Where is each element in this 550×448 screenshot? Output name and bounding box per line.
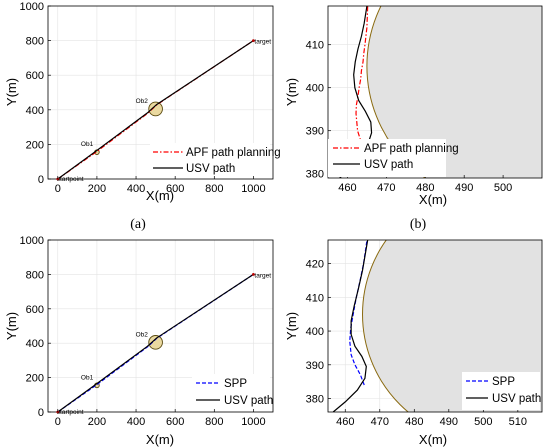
panel-d-ylabel: Y(m) (284, 312, 299, 340)
y-tick-label: 390 (306, 126, 324, 138)
x-tick-label: 460 (336, 416, 354, 428)
y-tick-label: 380 (306, 169, 324, 181)
y-tick-label: 200 (26, 373, 44, 385)
obstacle-ob2 (148, 335, 163, 350)
y-tick-label: 400 (306, 83, 324, 95)
y-tick-label: 400 (306, 326, 324, 338)
panel-a-ylabel: Y(m) (4, 78, 19, 106)
x-tick-label: 510 (509, 416, 527, 428)
x-tick-label: 600 (166, 416, 184, 428)
caption-a: (a) (130, 217, 146, 232)
y-tick-label: 200 (26, 139, 44, 151)
legend-spp-label: SPP (492, 376, 515, 388)
obstacle-label: Ob1 (81, 374, 94, 381)
x-tick-label: 500 (474, 416, 492, 428)
x-tick-label: 800 (205, 416, 223, 428)
x-tick-label: 800 (205, 183, 223, 195)
y-tick-label: 420 (306, 259, 324, 271)
series-line-1 (57, 273, 254, 412)
y-tick-label: 390 (306, 360, 324, 372)
obstacle-label: Ob1 (81, 141, 94, 148)
x-tick-label: 200 (88, 183, 106, 195)
panel-d-legend: SPP USV path (462, 372, 541, 410)
y-tick-label: 1000 (20, 1, 44, 13)
target-label: target (254, 272, 271, 279)
y-tick-label: 0 (38, 174, 44, 186)
y-tick-label: 410 (306, 40, 324, 52)
x-tick-label: 480 (416, 182, 434, 194)
y-tick-label: 400 (26, 338, 44, 350)
obstacle-ob2 (148, 101, 163, 117)
x-tick-label: 470 (377, 182, 395, 194)
y-tick-label: 1000 (20, 235, 44, 247)
y-tick-label: 800 (26, 269, 44, 281)
x-tick-label: 200 (88, 416, 106, 428)
x-tick-label: 460 (338, 182, 356, 194)
legend-usv-label: USV path (492, 393, 541, 405)
panel-c-ylabel: Y(m) (4, 312, 19, 340)
y-tick-label: 600 (26, 70, 44, 82)
startpoint-label: startpoint (57, 176, 84, 183)
panel-a-legend: APF path planning USV path (150, 143, 281, 176)
panel-d-xlabel: X(m) (419, 432, 447, 447)
panel-b-ylabel: Y(m) (284, 78, 299, 106)
y-tick-label: 600 (26, 304, 44, 316)
startpoint-label: startpoint (57, 409, 84, 416)
x-tick-label: 470 (371, 416, 389, 428)
point-marker (56, 177, 60, 181)
x-tick-label: 400 (127, 416, 145, 428)
panel-a-xlabel: X(m) (146, 188, 174, 203)
x-tick-label: 480 (405, 416, 423, 428)
x-tick-label: 490 (455, 182, 473, 194)
point-marker (56, 410, 60, 414)
x-tick-label: 0 (55, 416, 61, 428)
panel-b-xlabel: X(m) (419, 192, 447, 207)
panel-b-legend: APF path planning USV path (328, 139, 459, 177)
panel-b-chart: 460 470 480 490 500 380 390 400 410 X(m) Y(m) AP… (284, 5, 543, 207)
obstacle-label: Ob2 (136, 98, 149, 105)
y-tick-label: 400 (26, 105, 44, 117)
panel-c-legend: SPP USV path (192, 374, 273, 409)
x-tick-label: 1000 (241, 416, 265, 428)
y-tick-label: 380 (306, 394, 324, 406)
obstacle-disk (366, 6, 542, 178)
y-tick-label: 0 (38, 407, 44, 419)
series-line-0 (355, 6, 369, 157)
point-marker (252, 39, 255, 42)
panel-c-xlabel: X(m) (146, 432, 174, 447)
obstacle-label: Ob2 (136, 331, 149, 338)
series-line-1 (332, 240, 369, 412)
x-tick-label: 1000 (241, 183, 265, 195)
panel-d-chart: 460 470 480 490 500 510 380 390 400 410 420 X(m) Y… (284, 239, 543, 447)
x-tick-label: 0 (55, 183, 61, 195)
x-tick-label: 500 (494, 182, 512, 194)
legend-usv-label: USV path (224, 395, 273, 407)
target-label: target (254, 39, 271, 46)
point-marker (252, 273, 255, 276)
legend-apf-label: APF path planning (364, 143, 459, 155)
obstacle-disk (362, 240, 542, 412)
y-tick-label: 410 (306, 292, 324, 304)
legend-spp-label: SPP (224, 378, 247, 390)
x-tick-label: 600 (166, 183, 184, 195)
caption-b: (b) (410, 217, 427, 232)
legend-apf-label: APF path planning (186, 147, 281, 159)
legend-usv-label: USV path (186, 163, 235, 175)
legend-usv-label: USV path (364, 159, 413, 171)
series-line-1 (57, 40, 254, 179)
x-tick-label: 400 (127, 183, 145, 195)
x-tick-label: 490 (440, 416, 458, 428)
y-tick-label: 800 (26, 36, 44, 48)
